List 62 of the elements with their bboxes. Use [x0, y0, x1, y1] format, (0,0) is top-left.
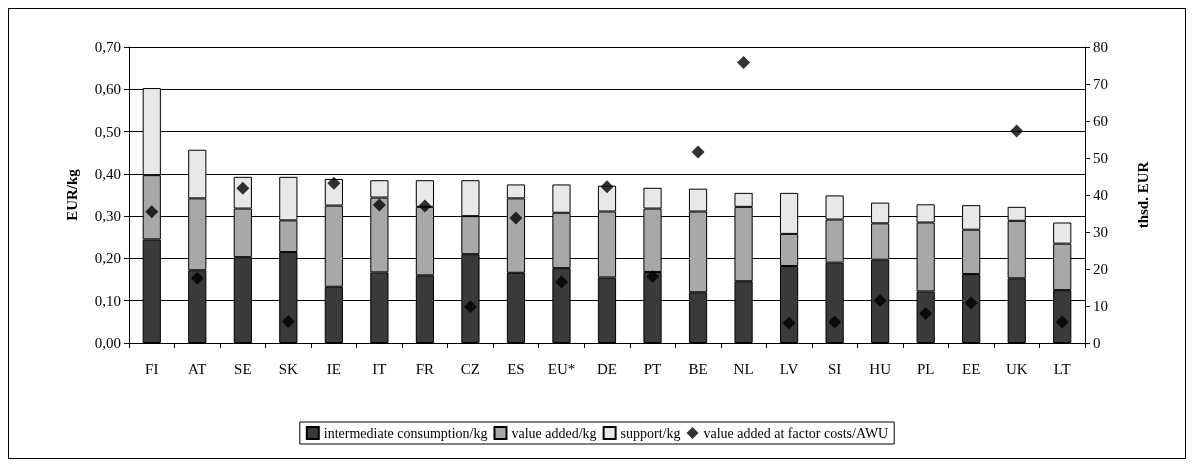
x-tick-label: IT [372, 360, 387, 377]
point [145, 205, 159, 219]
legend-label: value added at factor costs/AWU [703, 425, 889, 441]
x-tick-label: IE [326, 360, 341, 377]
x-tick-label: DE [597, 360, 617, 377]
y2-tick-label: 50 [1093, 150, 1108, 166]
y2-axis-title: thsd. EUR [1134, 161, 1151, 229]
x-tick-label: CZ [460, 360, 481, 377]
point [509, 211, 523, 225]
point [327, 176, 341, 190]
y-tick-label: 0,10 [94, 292, 121, 309]
point [1010, 124, 1024, 138]
x-tick-label: PL [916, 360, 935, 377]
point [372, 198, 386, 212]
y-tick-label: 0,40 [94, 165, 121, 182]
y2-tick-label: 0 [1093, 335, 1101, 351]
x-tick-label: EU* [547, 360, 576, 377]
y-tick-label: 0,00 [94, 335, 121, 351]
x-tick-label: HU [869, 360, 892, 377]
y-tick-label: 0,50 [94, 123, 121, 140]
point [554, 275, 568, 289]
y-tick-label: 0,70 [94, 39, 121, 55]
point [190, 271, 204, 285]
y2-tick-label: 30 [1093, 224, 1108, 240]
x-tick-label: FI [145, 360, 159, 377]
y2-tick-label: 70 [1093, 76, 1108, 92]
y2-tick-label: 40 [1093, 187, 1108, 203]
y2-tick-label: 20 [1093, 261, 1108, 277]
point [873, 293, 887, 307]
legend-label: support/kg [620, 425, 681, 441]
x-tick-label: EE [962, 360, 981, 377]
y-tick-label: 0,20 [94, 250, 121, 267]
x-tick-label: UK [1005, 360, 1028, 377]
legend-label: intermediate consumption/kg [323, 425, 488, 441]
point [737, 56, 751, 70]
point [964, 296, 978, 310]
x-tick-label: LT [1053, 360, 1071, 377]
x-tick-label: PT [643, 360, 662, 377]
x-tick-label: AT [188, 360, 207, 377]
point [418, 199, 432, 213]
x-tick-label: FR [415, 360, 435, 377]
x-tick-label: SI [827, 360, 842, 377]
y2-tick-label: 60 [1093, 113, 1108, 129]
point [463, 300, 477, 314]
x-tick-label: LV [779, 360, 799, 377]
point [828, 315, 842, 329]
x-tick-label: SE [234, 360, 252, 377]
point [646, 269, 660, 283]
point [782, 316, 796, 330]
x-tick-label: BE [688, 360, 708, 377]
y-axis-title: EUR/kg [63, 168, 80, 221]
y-tick-label: 0,60 [94, 81, 121, 98]
y2-tick-label: 80 [1093, 39, 1108, 55]
legend-label: value added/kg [511, 425, 597, 441]
x-tick-label: ES [507, 360, 525, 377]
y-tick-label: 0,30 [94, 208, 121, 225]
point [281, 315, 295, 329]
point [600, 180, 614, 194]
x-tick-label: SK [278, 360, 299, 377]
x-tick-label: NL [733, 360, 754, 377]
point [691, 145, 705, 159]
y2-tick-label: 10 [1093, 298, 1108, 314]
